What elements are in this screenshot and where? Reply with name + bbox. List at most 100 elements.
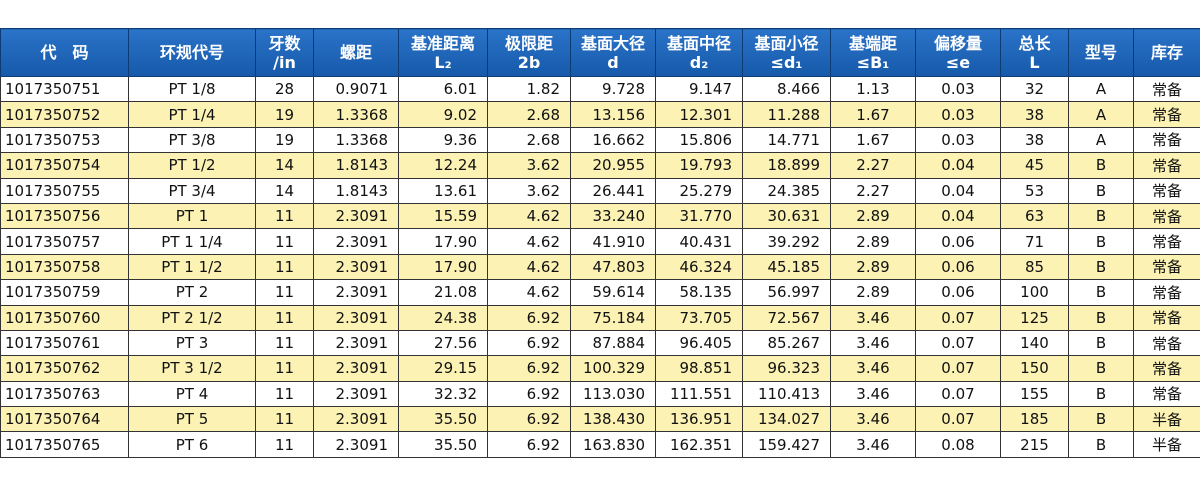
table-cell: 14.771 bbox=[742, 126, 831, 154]
table-cell: 1017350754 bbox=[0, 152, 129, 179]
header-text: 总长 bbox=[1018, 33, 1051, 53]
header-cell: 环规代号 bbox=[128, 28, 256, 77]
table-cell: PT 6 bbox=[128, 431, 256, 458]
table-cell: 19.793 bbox=[655, 152, 743, 179]
table-row: 1017350752 PT 1/4 19 1.3368 9.02 2.68 13.156 12… bbox=[0, 101, 1200, 128]
table-cell: 2.3091 bbox=[313, 329, 399, 357]
table-cell: 1.13 bbox=[830, 75, 916, 103]
table-cell: 30.631 bbox=[742, 202, 831, 230]
table-cell: 1.3368 bbox=[313, 126, 399, 154]
header-text: 代 码 bbox=[40, 43, 89, 62]
header-text: 基面中径 bbox=[666, 33, 731, 53]
table-cell: PT 4 bbox=[128, 380, 256, 408]
table-row: 1017350764 PT 5 11 2.3091 35.50 6.92 138.430 13… bbox=[0, 406, 1200, 433]
table-cell: B bbox=[1068, 253, 1134, 281]
table-cell: 47.803 bbox=[570, 253, 656, 281]
header-cell: 基准距离 L₂ bbox=[398, 28, 488, 77]
table-cell: 1.67 bbox=[830, 126, 916, 154]
table-cell: 1017350765 bbox=[0, 431, 129, 458]
table-cell: 25.279 bbox=[655, 177, 743, 204]
table-cell: 11 bbox=[255, 304, 314, 331]
table-cell: 13.156 bbox=[570, 101, 656, 128]
table-row: 1017350754 PT 1/2 14 1.8143 12.24 3.62 20.955 1… bbox=[0, 152, 1200, 179]
table-cell: 24.38 bbox=[398, 304, 488, 331]
table-cell: 75.184 bbox=[570, 304, 656, 331]
header-cell: 极限距 2b bbox=[487, 28, 571, 77]
table-cell: 1017350763 bbox=[0, 380, 129, 408]
table-cell: 162.351 bbox=[655, 431, 743, 458]
table-cell: 3.46 bbox=[830, 431, 916, 458]
table-cell: 100.329 bbox=[570, 355, 656, 382]
table-cell: 73.705 bbox=[655, 304, 743, 331]
table-cell: 0.06 bbox=[915, 279, 1001, 306]
header-text: 环规代号 bbox=[159, 43, 224, 62]
table-cell: 159.427 bbox=[742, 431, 831, 458]
header-cell: 偏移量 ≤e bbox=[915, 28, 1001, 77]
table-cell: 2.3091 bbox=[313, 304, 399, 331]
table-cell: 6.92 bbox=[487, 380, 571, 408]
table-cell: 113.030 bbox=[570, 380, 656, 408]
table-cell: 3.62 bbox=[487, 177, 571, 204]
header-text: ≤d₁ bbox=[770, 52, 803, 72]
header-text: 基面大径 bbox=[580, 33, 645, 53]
table-cell: 100 bbox=[1000, 279, 1069, 306]
table-cell: 40.431 bbox=[655, 228, 743, 255]
table-cell: 14 bbox=[255, 177, 314, 204]
table-cell: 110.413 bbox=[742, 380, 831, 408]
table-cell: 21.08 bbox=[398, 279, 488, 306]
table-cell: 2.89 bbox=[830, 279, 916, 306]
table-cell: 150 bbox=[1000, 355, 1069, 382]
table-cell: B bbox=[1068, 431, 1134, 458]
table-cell: 6.01 bbox=[398, 75, 488, 103]
table-cell: 2.27 bbox=[830, 177, 916, 204]
table-row: 1017350763 PT 4 11 2.3091 32.32 6.92 113.030 11… bbox=[0, 380, 1200, 408]
table-cell: 2.3091 bbox=[313, 253, 399, 281]
header-cell: 基面大径 d bbox=[570, 28, 656, 77]
header-text: 型号 bbox=[1084, 43, 1117, 62]
table-cell: 11 bbox=[255, 380, 314, 408]
table-cell: 17.90 bbox=[398, 228, 488, 255]
header-text: ≤B₁ bbox=[856, 52, 890, 72]
table-cell: 11 bbox=[255, 228, 314, 255]
table-cell: B bbox=[1068, 355, 1134, 382]
table-cell: 15.59 bbox=[398, 202, 488, 230]
table-row: 1017350753 PT 3/8 19 1.3368 9.36 2.68 16.662 15… bbox=[0, 126, 1200, 154]
header-cell: 基面中径 d₂ bbox=[655, 28, 743, 77]
table-cell: PT 1/4 bbox=[128, 101, 256, 128]
table-row: 1017350758 PT 1 1/2 11 2.3091 17.90 4.62 47.80… bbox=[0, 253, 1200, 281]
table-cell: 1.8143 bbox=[313, 152, 399, 179]
header-cell: 基面小径 ≤d₁ bbox=[742, 28, 831, 77]
header-cell: 基端距 ≤B₁ bbox=[830, 28, 916, 77]
table-cell: 125 bbox=[1000, 304, 1069, 331]
table-cell: 2.89 bbox=[830, 228, 916, 255]
header-text: 螺距 bbox=[339, 43, 372, 62]
header-text: 偏移量 bbox=[933, 33, 982, 53]
header-cell: 螺距 bbox=[313, 28, 399, 77]
table-cell: 2.3091 bbox=[313, 380, 399, 408]
table-cell: B bbox=[1068, 329, 1134, 357]
table-cell: 9.02 bbox=[398, 101, 488, 128]
table-cell: PT 1/2 bbox=[128, 152, 256, 179]
table-cell: PT 1/8 bbox=[128, 75, 256, 103]
table-wrap: 代 码环规代号 牙数/in 螺距 基准距离 L₂ 极限距 2b 基面大径 d 基面中径 d₂ 基面小径… bbox=[0, 28, 1200, 458]
table-cell: 12.301 bbox=[655, 101, 743, 128]
table-cell: B bbox=[1068, 406, 1134, 433]
table-cell: 155 bbox=[1000, 380, 1069, 408]
table-row: 1017350751 PT 1/8 28 0.9071 6.01 1.82 9.728 9.1… bbox=[0, 75, 1200, 103]
table-cell: 20.955 bbox=[570, 152, 656, 179]
table-cell: 11.288 bbox=[742, 101, 831, 128]
table-cell: 45 bbox=[1000, 152, 1069, 179]
table-cell: B bbox=[1068, 177, 1134, 204]
table-cell: PT 1 1/4 bbox=[128, 228, 256, 255]
header-text: 基端距 bbox=[848, 33, 897, 53]
table-cell: 常备 bbox=[1133, 75, 1200, 103]
header-row: 代 码环规代号 牙数/in 螺距 基准距离 L₂ 极限距 2b 基面大径 d 基面中径 d₂ 基面小径… bbox=[0, 28, 1200, 77]
table-cell: 2.3091 bbox=[313, 202, 399, 230]
table-cell: 11 bbox=[255, 431, 314, 458]
table-cell: 2.68 bbox=[487, 126, 571, 154]
header-text: 极限距 bbox=[504, 33, 553, 53]
table-cell: 1.67 bbox=[830, 101, 916, 128]
table-row: 1017350755 PT 3/4 14 1.8143 13.61 3.62 26.441 2… bbox=[0, 177, 1200, 204]
table-cell: 4.62 bbox=[487, 279, 571, 306]
table-cell: 58.135 bbox=[655, 279, 743, 306]
